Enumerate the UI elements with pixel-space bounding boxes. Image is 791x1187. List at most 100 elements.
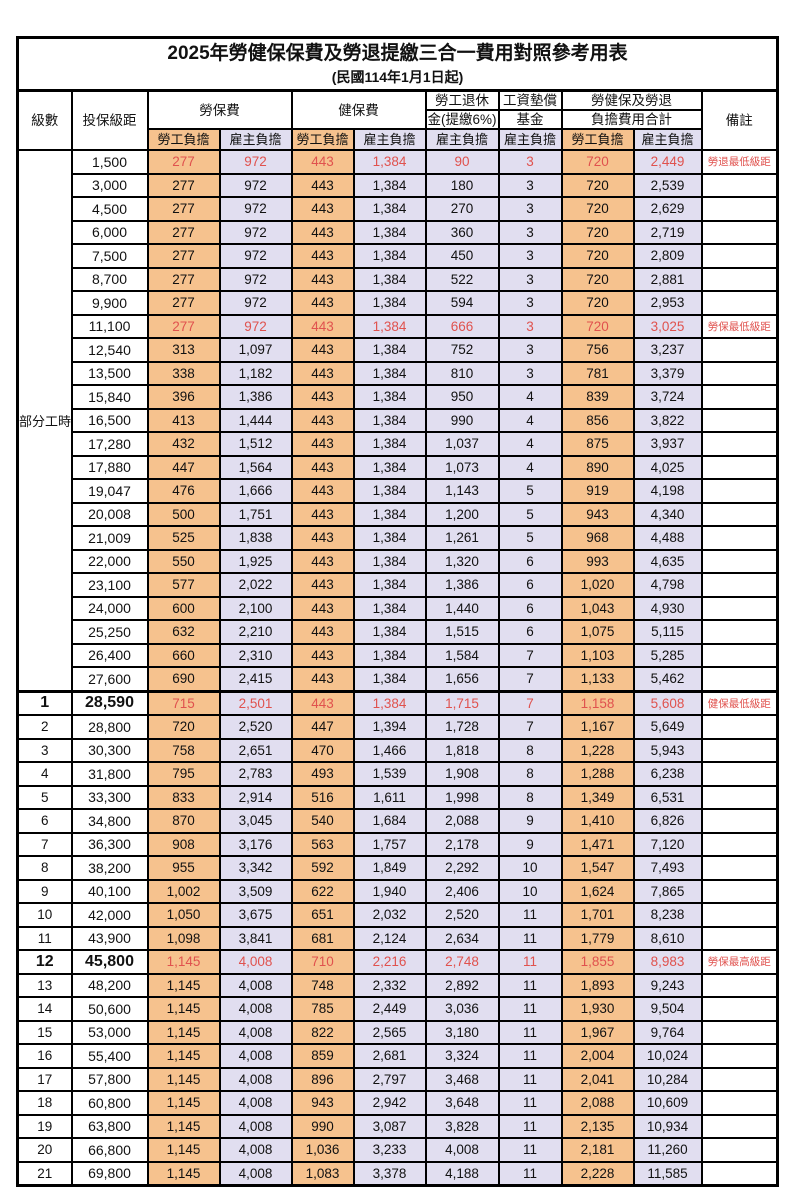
value-cell: 1,757 (352, 831, 427, 857)
value-cell: 9 (497, 808, 563, 834)
value-cell: 11,585 (632, 1160, 703, 1187)
value-cell: 720 (560, 290, 635, 316)
value-cell: 7,120 (632, 831, 703, 857)
table-row: 21,009 525 1,838 443 1,384 1,261 5 968 4,488 (18, 525, 779, 551)
value-cell: 443 (290, 219, 355, 245)
value-cell: 4,340 (632, 501, 703, 527)
table-row: 5 33,300 833 2,914 516 1,611 1,998 8 1,349 6,531 (16, 784, 779, 810)
value-cell: 6,531 (632, 784, 703, 810)
value-cell: 4 (497, 454, 563, 480)
value-cell: 795 (146, 761, 221, 787)
value-cell: 720 (146, 714, 221, 740)
table-row: 19,047 476 1,666 443 1,384 1,143 5 919 4,198 (18, 478, 779, 504)
value-cell: 313 (146, 337, 221, 363)
value-cell: 4,008 (218, 1019, 293, 1045)
value-cell: 919 (560, 478, 635, 504)
value-cell: 3,324 (424, 1043, 500, 1069)
value-cell: 522 (424, 266, 500, 292)
bracket-cell: 9,900 (70, 290, 149, 316)
value-cell: 1,158 (560, 689, 635, 716)
value-cell: 2,181 (560, 1137, 635, 1163)
value-cell: 277 (146, 313, 221, 339)
value-cell: 443 (290, 642, 355, 668)
remark-cell (700, 972, 779, 998)
value-cell: 443 (290, 149, 355, 175)
level-cell: 12 (16, 949, 73, 975)
bracket-cell: 1,500 (70, 149, 149, 175)
value-cell: 11 (497, 1160, 563, 1187)
bracket-cell: 11,100 (70, 313, 149, 339)
value-cell: 1,624 (560, 878, 635, 904)
value-cell: 11 (497, 1113, 563, 1139)
value-cell: 1,228 (560, 737, 635, 763)
header-level: 級數 (16, 89, 73, 151)
value-cell: 1,512 (218, 431, 293, 457)
value-cell: 5,608 (632, 689, 703, 716)
value-cell: 443 (290, 478, 355, 504)
value-cell: 1,349 (560, 784, 635, 810)
remark-cell: 健保最低級距 (700, 689, 779, 716)
header-health-insurance: 健保費 (290, 89, 427, 130)
value-cell: 7,865 (632, 878, 703, 904)
value-cell: 972 (218, 172, 293, 198)
level-cell: 5 (16, 784, 73, 810)
bracket-cell: 4,500 (70, 196, 149, 222)
remark-cell (700, 243, 779, 269)
table-row: 17 57,800 1,145 4,008 896 2,797 3,468 11 2,041 10… (16, 1066, 779, 1092)
value-cell: 690 (146, 666, 221, 692)
value-cell: 4,188 (424, 1160, 500, 1187)
value-cell: 856 (560, 407, 635, 433)
value-cell: 1,384 (352, 196, 427, 222)
value-cell: 5 (497, 525, 563, 551)
value-cell: 2,022 (218, 572, 293, 598)
value-cell: 443 (290, 501, 355, 527)
value-cell: 1,320 (424, 548, 500, 574)
value-cell: 3,828 (424, 1113, 500, 1139)
value-cell: 10,284 (632, 1066, 703, 1092)
value-cell: 1,384 (352, 595, 427, 621)
value-cell: 1,098 (146, 925, 221, 951)
bracket-cell: 23,100 (70, 572, 149, 598)
value-cell: 4,798 (632, 572, 703, 598)
value-cell: 476 (146, 478, 221, 504)
value-cell: 470 (290, 737, 355, 763)
value-cell: 5,943 (632, 737, 703, 763)
value-cell: 1,145 (146, 1137, 221, 1163)
level-cell: 13 (16, 972, 73, 998)
value-cell: 1,182 (218, 360, 293, 386)
table-row: 18 60,800 1,145 4,008 943 2,942 3,648 11 2,088 10… (16, 1090, 779, 1116)
remark-cell (700, 666, 779, 692)
value-cell: 5,649 (632, 714, 703, 740)
remark-cell: 勞保最低級距 (700, 313, 779, 339)
header-pension-line1: 勞工退休 (424, 89, 500, 111)
value-cell: 2,942 (352, 1090, 427, 1116)
table-row: 9 40,100 1,002 3,509 622 1,940 2,406 10 1,624 7,8… (16, 878, 779, 904)
remark-cell (700, 996, 779, 1022)
value-cell: 3,468 (424, 1066, 500, 1092)
remark-cell (700, 595, 779, 621)
value-cell: 3,822 (632, 407, 703, 433)
table-row: 21 69,800 1,145 4,008 1,083 3,378 4,188 11 2,228… (16, 1160, 779, 1187)
value-cell: 493 (290, 761, 355, 787)
table-row: 7 36,300 908 3,176 563 1,757 2,178 9 1,471 7,120 (16, 831, 779, 857)
bracket-cell: 25,250 (70, 619, 149, 645)
value-cell: 2,783 (218, 761, 293, 787)
value-cell: 9,764 (632, 1019, 703, 1045)
value-cell: 550 (146, 548, 221, 574)
bracket-cell: 27,600 (70, 666, 149, 692)
remark-cell (700, 572, 779, 598)
value-cell: 2,406 (424, 878, 500, 904)
remark-cell: 勞退最低級距 (700, 149, 779, 175)
value-cell: 2,216 (352, 949, 427, 975)
remark-cell (700, 1043, 779, 1069)
bracket-cell: 12,540 (70, 337, 149, 363)
remark-cell (700, 290, 779, 316)
value-cell: 950 (424, 384, 500, 410)
table-title-block: 2025年勞健保保費及勞退提繳三合一費用對照參考用表 (民國114年1月1日起) (16, 36, 779, 92)
remark-cell (700, 172, 779, 198)
value-cell: 443 (290, 548, 355, 574)
level-cell: 6 (16, 808, 73, 834)
value-cell: 8,238 (632, 902, 703, 928)
remark-cell (700, 902, 779, 928)
page-subtitle: (民國114年1月1日起) (331, 69, 464, 85)
